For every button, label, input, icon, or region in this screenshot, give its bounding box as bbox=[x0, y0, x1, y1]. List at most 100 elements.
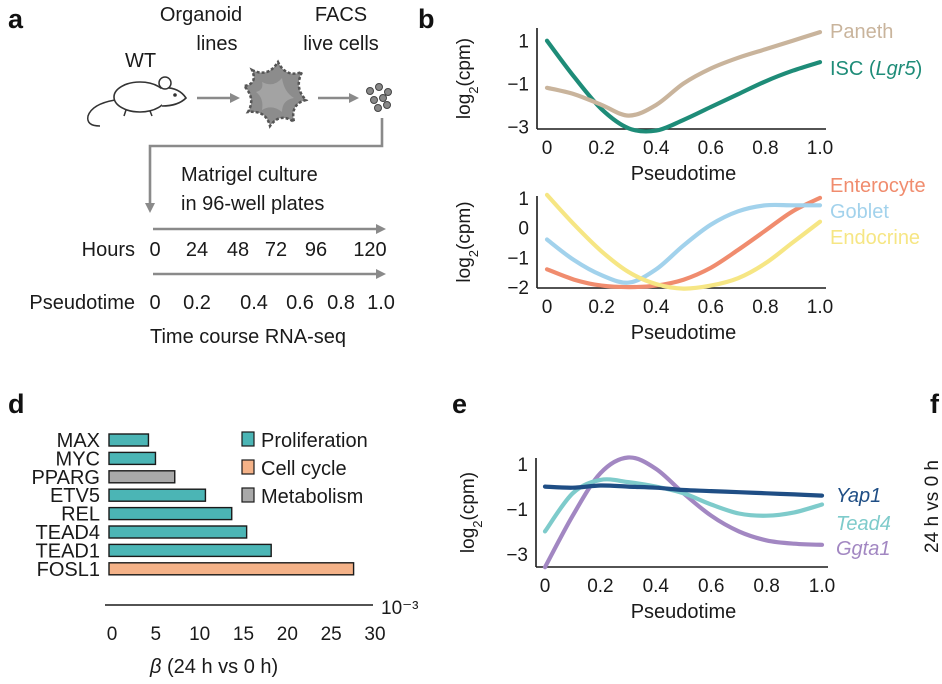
category-label: FOSL1 bbox=[37, 559, 100, 581]
y-tick-label: 1 bbox=[518, 32, 529, 53]
culture-label-line2: in 96-well plates bbox=[181, 193, 324, 215]
y-axis-label: log2(cpm) bbox=[454, 201, 481, 282]
category-label: TEAD4 bbox=[36, 522, 100, 544]
x-tick-label: 0.8 bbox=[753, 576, 779, 597]
x-tick-label: 1.0 bbox=[807, 297, 833, 318]
panel-f-ylabel-partial: 24 h vs 0 h bbox=[922, 460, 942, 553]
pseudotime-tick-label: 0 bbox=[149, 292, 160, 314]
panel-e-chart: 0 0.2 0.4 0.6 0.8 1.0 1 −1 −3 Pseudotime log2(cpm)… bbox=[458, 455, 891, 623]
pseudotime-tick-label: 1.0 bbox=[367, 292, 395, 314]
y-tick-label: −1 bbox=[507, 75, 529, 96]
hours-tick-label: 24 bbox=[186, 239, 208, 261]
y-tick-label: −3 bbox=[506, 545, 528, 566]
cells-icon bbox=[366, 83, 392, 112]
panel-b-top-chart: 0 0.2 0.4 0.6 0.8 1.0 1 −1 −3 Pseudotime log2(cpm)… bbox=[454, 21, 922, 185]
bar-rel bbox=[108, 506, 233, 521]
x-tick-label: 15 bbox=[233, 624, 254, 645]
x-tick-label: 30 bbox=[364, 624, 385, 645]
x-axis-label: Pseudotime bbox=[631, 601, 737, 623]
x-tick-label: 5 bbox=[151, 624, 162, 645]
hours-tick-label: 96 bbox=[305, 239, 327, 261]
panel-label-a: a bbox=[8, 4, 24, 34]
pseudotime-ticks: 0 0.2 0.4 0.6 0.8 1.0 bbox=[149, 292, 394, 314]
legend-label: Proliferation bbox=[261, 430, 368, 452]
pseudotime-tick-label: 0.8 bbox=[327, 292, 355, 314]
legend-swatch bbox=[241, 487, 255, 503]
series-label-paneth: Paneth bbox=[830, 21, 893, 43]
panel-d-chart: 0 5 10 15 20 25 30 MAXMYCPPARGETV5RELTEAD4TEAD1… bbox=[31, 430, 418, 678]
x-axis-label: Pseudotime bbox=[631, 163, 737, 185]
series-line-endocrine bbox=[544, 192, 823, 291]
pseudotime-tick-label: 0.4 bbox=[240, 292, 268, 314]
x-axis-label: β (24 h vs 0 h) bbox=[149, 656, 278, 678]
rnaseq-label: Time course RNA-seq bbox=[150, 326, 346, 348]
x-tick-label: 0 bbox=[107, 624, 118, 645]
series-label-enterocyte: Enterocyte bbox=[830, 175, 926, 197]
series-label-tead4: Tead4 bbox=[836, 513, 891, 535]
facs-label-line2: live cells bbox=[303, 33, 379, 55]
scale-note: 10⁻³ bbox=[381, 598, 419, 619]
organoid-label-line1: Organoid bbox=[160, 4, 242, 26]
panel-label-b: b bbox=[418, 4, 435, 34]
x-tick-label: 0.4 bbox=[643, 576, 670, 597]
x-tick-label: 0.4 bbox=[643, 138, 670, 159]
legend-label: Metabolism bbox=[261, 486, 363, 508]
bar-max bbox=[108, 433, 150, 447]
pseudotime-tick-label: 0.6 bbox=[286, 292, 314, 314]
panel-label-d: d bbox=[8, 389, 25, 419]
x-tick-label: 0 bbox=[542, 297, 553, 318]
y-tick-label: 1 bbox=[518, 189, 529, 210]
organoid-icon bbox=[241, 59, 309, 129]
series-line-paneth bbox=[544, 30, 823, 118]
x-tick-label: 0.2 bbox=[587, 576, 613, 597]
hours-tick-label: 72 bbox=[265, 239, 287, 261]
category-label: ETV5 bbox=[50, 485, 100, 507]
category-label: REL bbox=[61, 504, 100, 526]
series-line-tead4 bbox=[542, 477, 825, 534]
legend-swatch bbox=[241, 459, 255, 475]
x-tick-label: 0.6 bbox=[698, 297, 724, 318]
arrow-to-culture bbox=[145, 118, 384, 213]
x-tick-label: 0.4 bbox=[643, 297, 670, 318]
series-line-yap1 bbox=[542, 483, 825, 498]
series-label-endocrine: Endocrine bbox=[830, 227, 920, 249]
series-line-ggta1 bbox=[542, 455, 825, 570]
y-axis-label: log2(cpm) bbox=[458, 472, 485, 553]
hours-tick-label: 0 bbox=[149, 239, 160, 261]
culture-label-line1: Matrigel culture bbox=[181, 164, 318, 186]
facs-label-line1: FACS bbox=[315, 4, 367, 26]
series-label-isc: ISC (Lgr5) bbox=[830, 58, 922, 80]
pseudotime-label: Pseudotime bbox=[29, 292, 135, 314]
category-label: MAX bbox=[57, 430, 100, 452]
x-tick-label: 0.6 bbox=[698, 138, 724, 159]
series-label-yap1: Yap1 bbox=[836, 485, 881, 507]
x-tick-label: 10 bbox=[189, 624, 210, 645]
y-tick-label: −1 bbox=[507, 248, 529, 269]
panel-label-e: e bbox=[452, 389, 467, 419]
y-tick-label: 0 bbox=[518, 219, 529, 240]
bar-tead1 bbox=[108, 543, 272, 558]
panel-b-bottom-chart: 0 0.2 0.4 0.6 0.8 1.0 1 0 −1 −2 Pseudotime log2(cpm… bbox=[454, 175, 926, 344]
y-tick-label: −2 bbox=[507, 278, 529, 299]
hours-label: Hours bbox=[82, 239, 135, 261]
x-tick-label: 0.2 bbox=[588, 138, 614, 159]
bar-myc bbox=[108, 451, 157, 466]
bar-tead4 bbox=[108, 525, 248, 539]
bar-fosl1 bbox=[108, 562, 355, 576]
y-tick-label: −3 bbox=[507, 117, 529, 138]
legend-label: Cell cycle bbox=[261, 458, 347, 480]
x-tick-label: 20 bbox=[277, 624, 298, 645]
series-line-enterocyte bbox=[544, 195, 823, 290]
x-tick-label: 1.0 bbox=[809, 576, 835, 597]
panel-a: WT Organoid lines FACS live cells bbox=[29, 4, 395, 348]
bar-pparg bbox=[108, 470, 176, 484]
y-tick-label: 1 bbox=[517, 455, 528, 476]
mouse-icon bbox=[87, 76, 188, 127]
wt-label: WT bbox=[125, 50, 156, 72]
x-tick-label: 1.0 bbox=[807, 138, 833, 159]
x-tick-label: 0.8 bbox=[752, 138, 778, 159]
organoid-label-line2: lines bbox=[196, 33, 237, 55]
panel-label-f: f bbox=[930, 389, 940, 419]
